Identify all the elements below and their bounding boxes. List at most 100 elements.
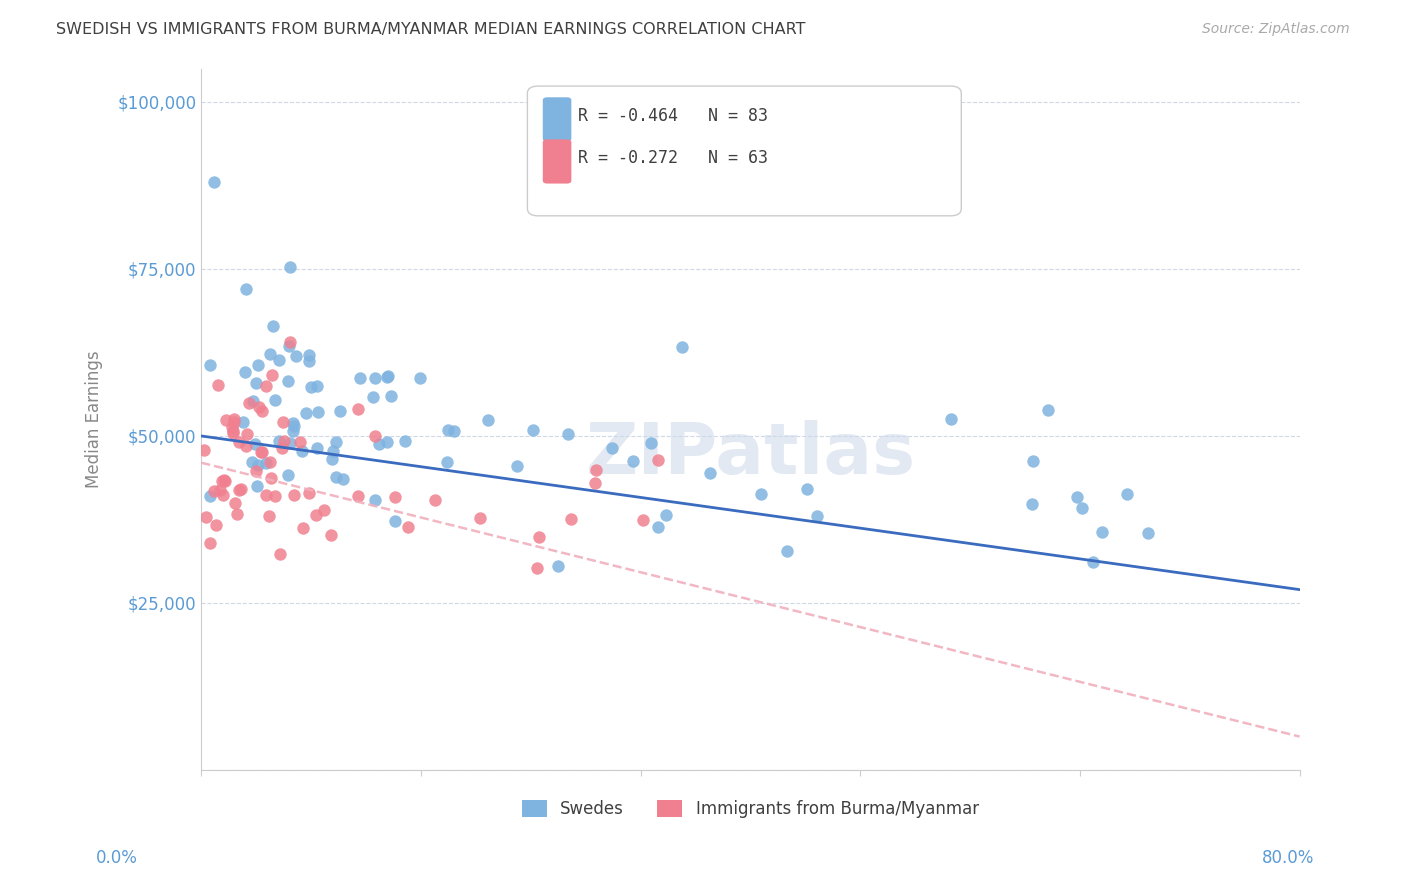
Point <box>600 441 623 455</box>
Point <box>367 437 389 451</box>
Point <box>671 340 693 354</box>
Point <box>221 420 243 434</box>
Point <box>477 413 499 427</box>
Point <box>245 376 267 390</box>
Point <box>291 443 314 458</box>
Point <box>224 412 246 426</box>
Point <box>222 415 245 429</box>
Y-axis label: Median Earnings: Median Earnings <box>86 351 103 488</box>
Point <box>647 452 669 467</box>
Point <box>260 470 283 484</box>
Point <box>322 443 344 458</box>
Point <box>198 359 221 373</box>
Point <box>246 479 269 493</box>
Point <box>298 354 321 368</box>
Point <box>250 404 273 418</box>
Text: 80.0%: 80.0% <box>1263 849 1315 867</box>
Point <box>250 445 273 459</box>
Point <box>305 379 328 393</box>
Point <box>221 424 243 438</box>
Point <box>325 470 347 484</box>
Point <box>209 483 232 497</box>
Text: 0.0%: 0.0% <box>96 849 138 867</box>
Point <box>776 544 799 558</box>
Point <box>621 453 644 467</box>
Point <box>436 423 458 437</box>
Point <box>254 456 277 470</box>
Point <box>631 513 654 527</box>
Point <box>647 520 669 534</box>
FancyBboxPatch shape <box>543 97 571 142</box>
Point <box>270 441 292 455</box>
Point <box>254 379 277 393</box>
Point <box>384 515 406 529</box>
Point <box>281 416 304 430</box>
Point <box>273 434 295 449</box>
FancyBboxPatch shape <box>543 139 571 184</box>
Point <box>288 435 311 450</box>
Point <box>640 436 662 450</box>
Point <box>259 347 281 361</box>
Point <box>1136 526 1159 541</box>
Point <box>297 348 319 362</box>
Point <box>235 438 257 452</box>
Point <box>941 412 963 426</box>
Point <box>1022 454 1045 468</box>
Point <box>193 443 215 458</box>
Point <box>231 415 253 429</box>
Point <box>321 451 343 466</box>
Point <box>211 474 233 488</box>
Point <box>305 508 328 522</box>
Point <box>384 490 406 504</box>
Point <box>214 473 236 487</box>
Point <box>409 371 432 385</box>
Point <box>204 518 226 533</box>
Point <box>222 425 245 440</box>
Point <box>749 486 772 500</box>
Point <box>1066 490 1088 504</box>
Point <box>526 560 548 574</box>
Point <box>364 370 387 384</box>
Point <box>228 434 250 449</box>
Point <box>349 371 371 385</box>
Point <box>200 535 222 549</box>
Point <box>363 492 385 507</box>
Point <box>231 482 253 496</box>
Point <box>547 558 569 573</box>
Point <box>202 175 225 189</box>
Point <box>506 458 529 473</box>
Point <box>364 429 387 443</box>
Point <box>277 375 299 389</box>
Point <box>361 390 384 404</box>
Point <box>214 474 236 488</box>
Text: SWEDISH VS IMMIGRANTS FROM BURMA/MYANMAR MEDIAN EARNINGS CORRELATION CHART: SWEDISH VS IMMIGRANTS FROM BURMA/MYANMAR… <box>56 22 806 37</box>
Point <box>283 425 305 439</box>
Point <box>1021 497 1043 511</box>
Point <box>325 434 347 449</box>
Point <box>263 392 285 407</box>
Point <box>347 402 370 417</box>
Point <box>235 366 257 380</box>
Point <box>262 319 284 334</box>
Point <box>307 405 329 419</box>
Point <box>557 426 579 441</box>
Point <box>377 368 399 383</box>
Point <box>346 489 368 503</box>
Point <box>307 441 329 455</box>
Point <box>332 472 354 486</box>
Point <box>259 454 281 468</box>
Text: Source: ZipAtlas.com: Source: ZipAtlas.com <box>1202 22 1350 37</box>
FancyBboxPatch shape <box>527 86 962 216</box>
Point <box>260 368 283 383</box>
Point <box>329 404 352 418</box>
Point <box>240 455 263 469</box>
Point <box>806 508 828 523</box>
Text: ZIPatlas: ZIPatlas <box>585 420 915 489</box>
Point <box>238 395 260 409</box>
Point <box>583 475 606 490</box>
Point <box>235 282 257 296</box>
Point <box>250 445 273 459</box>
Point <box>242 394 264 409</box>
Point <box>267 353 290 368</box>
Point <box>375 370 398 384</box>
